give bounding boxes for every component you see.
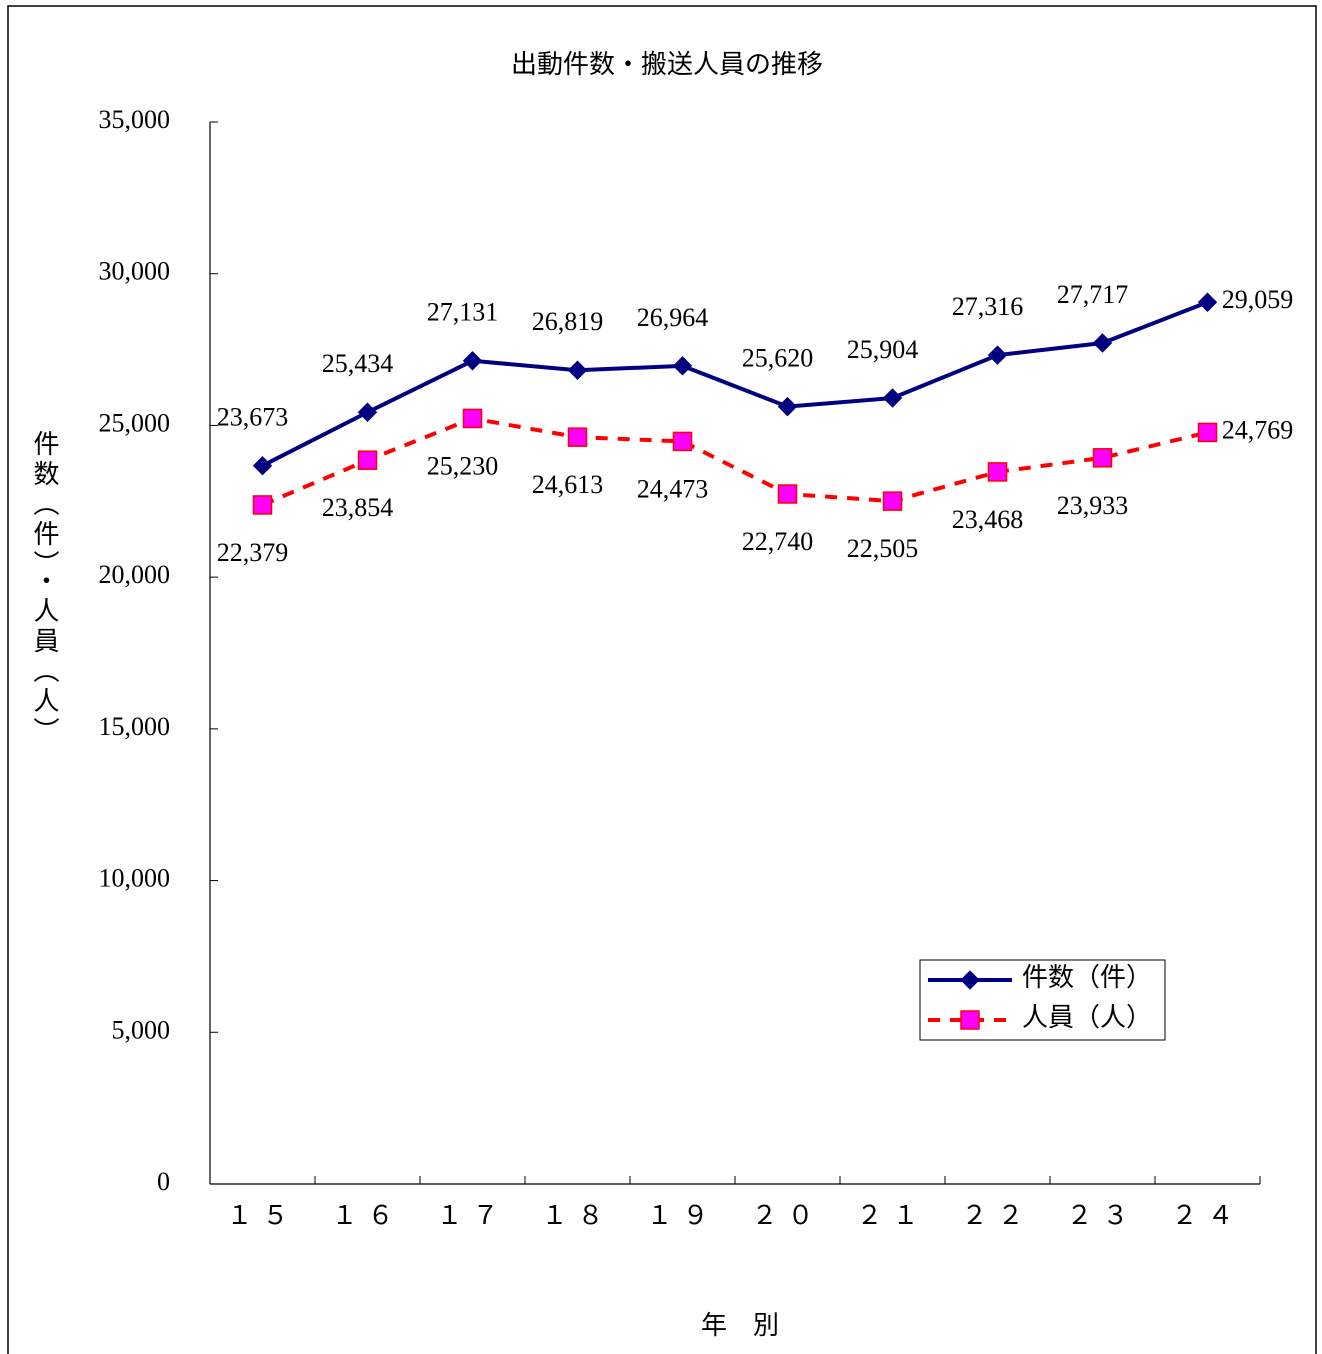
data-label: 25,620 [742,344,814,373]
data-label: 23,933 [1057,491,1129,520]
series-line [261,416,1208,507]
x-tick-label: ２４ [1171,1201,1243,1230]
data-label: 25,434 [322,349,394,378]
x-tick-label: ２０ [751,1201,823,1230]
x-tick-label: ２１ [856,1201,928,1230]
legend: 件数（件） 人員（人） [919,959,1166,1041]
x-tick-label: １７ [436,1201,508,1230]
point-marker [357,450,378,470]
legend-label: 人員（人） [1022,1003,1152,1032]
point-marker [462,408,483,429]
point-marker [1197,422,1218,443]
point-marker [987,345,1008,365]
y-tick-label: 20,000 [99,560,171,589]
point-marker [567,360,588,380]
x-tick-label: １６ [331,1201,403,1230]
x-tick-label: １９ [646,1201,718,1230]
x-axis-label: 年 別 [701,1311,779,1340]
point-marker [1092,448,1113,468]
y-tick-label: 10,000 [99,864,171,893]
point-marker [567,427,588,447]
point-marker [777,396,798,417]
x-tick-label: ２３ [1066,1201,1138,1230]
series-line [261,300,1209,468]
data-label: 24,613 [532,470,604,499]
point-marker [672,431,693,452]
legend-label: 件数（件） [1022,963,1152,992]
data-label: 23,468 [952,505,1024,534]
y-tick-label: 35,000 [99,105,171,134]
data-label: 27,131 [427,298,499,327]
y-tick-label: 25,000 [99,408,171,437]
data-label: 22,740 [742,527,814,556]
data-label: 29,059 [1222,285,1294,314]
point-marker [882,388,903,408]
point-marker [252,495,273,515]
data-label: 26,819 [532,307,604,336]
y-tick-label: 30,000 [99,257,171,286]
point-marker [882,491,903,511]
y-tick-label: 0 [157,1167,170,1196]
data-label: 27,316 [952,292,1024,321]
data-label: 22,379 [217,538,289,567]
chart-title: 出動件数・搬送人員の推移 [511,50,823,79]
y-tick-label: 15,000 [99,712,171,741]
data-label: 24,473 [637,474,709,503]
x-tick-label: １８ [541,1201,613,1230]
point-marker [777,484,798,504]
point-marker [357,402,378,422]
point-marker [462,351,483,371]
y-tick-label: 5,000 [112,1015,171,1044]
point-marker [672,356,693,376]
data-label: 23,673 [217,403,289,432]
legend-marker [960,970,980,990]
point-marker [252,455,273,476]
chart-frame [7,5,1317,1354]
x-tick-label: ２２ [961,1201,1033,1230]
data-label: 26,964 [637,303,709,332]
data-label: 24,769 [1222,415,1294,444]
x-tick-label: １５ [226,1201,298,1230]
point-marker [987,462,1008,482]
data-label: 23,854 [322,493,394,522]
y-axis-label: 件数（件）・人員（人） [30,430,59,747]
data-label: 25,904 [847,335,919,364]
legend-marker [960,1010,980,1030]
data-label: 25,230 [427,451,499,480]
data-label: 22,505 [847,534,919,563]
point-marker [1092,333,1113,353]
data-label: 27,717 [1057,280,1129,309]
point-marker [1197,292,1218,312]
